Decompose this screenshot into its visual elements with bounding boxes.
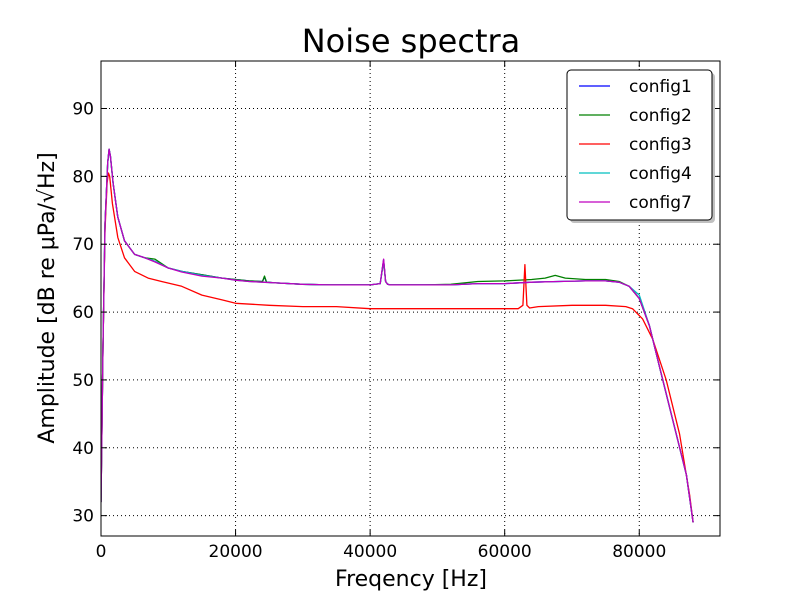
x-tick-label: 60000 [478,542,532,562]
legend-label-config7: config7 [629,193,692,213]
x-tick-label: 20000 [209,542,263,562]
y-axis-label: Amplitude [dB re μPa/√Hz] [35,152,60,443]
series-line-config7 [101,148,694,523]
x-axis-label: Freqency [Hz] [335,567,487,592]
legend: config1 config2 config3 config4 config7 [566,69,715,223]
y-tick-label: 40 [72,439,94,459]
series-line-config3 [101,172,694,523]
x-tick-label: 0 [96,542,107,562]
x-tick-label: 80000 [612,542,666,562]
plot-area: 0 20000 40000 60000 80000 30 40 50 60 70 80 90 [72,60,721,562]
y-tick-label: 90 [72,100,94,120]
chart-title: Noise spectra [302,22,521,60]
axes-frame [100,60,721,537]
x-tick-label: 40000 [343,542,397,562]
y-tick-label: 50 [72,371,94,391]
legend-label-config1: config1 [629,77,692,97]
y-tick-label: 70 [72,235,94,255]
y-tick-label: 60 [72,303,94,323]
legend-label-config3: config3 [629,135,692,155]
legend-label-config4: config4 [629,164,692,184]
series-group [101,148,694,523]
y-tick-label: 80 [72,167,94,187]
y-tick-label: 30 [72,507,94,527]
legend-box [566,69,713,221]
legend-label-config2: config2 [629,106,692,126]
